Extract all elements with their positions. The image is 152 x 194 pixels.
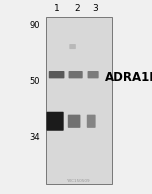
Text: ADRA1D: ADRA1D	[105, 71, 152, 84]
Text: 50: 50	[29, 77, 40, 86]
Text: 90: 90	[29, 21, 40, 30]
Text: 2: 2	[74, 4, 80, 13]
FancyBboxPatch shape	[69, 44, 76, 49]
Text: YXC150509: YXC150509	[66, 179, 90, 183]
FancyBboxPatch shape	[47, 112, 64, 131]
FancyBboxPatch shape	[49, 71, 64, 78]
FancyBboxPatch shape	[68, 115, 80, 128]
Text: 34: 34	[29, 133, 40, 142]
FancyBboxPatch shape	[88, 71, 99, 78]
Text: 3: 3	[92, 4, 98, 13]
Text: 1: 1	[54, 4, 60, 13]
FancyBboxPatch shape	[69, 71, 83, 78]
FancyBboxPatch shape	[46, 17, 112, 184]
FancyBboxPatch shape	[87, 115, 96, 128]
